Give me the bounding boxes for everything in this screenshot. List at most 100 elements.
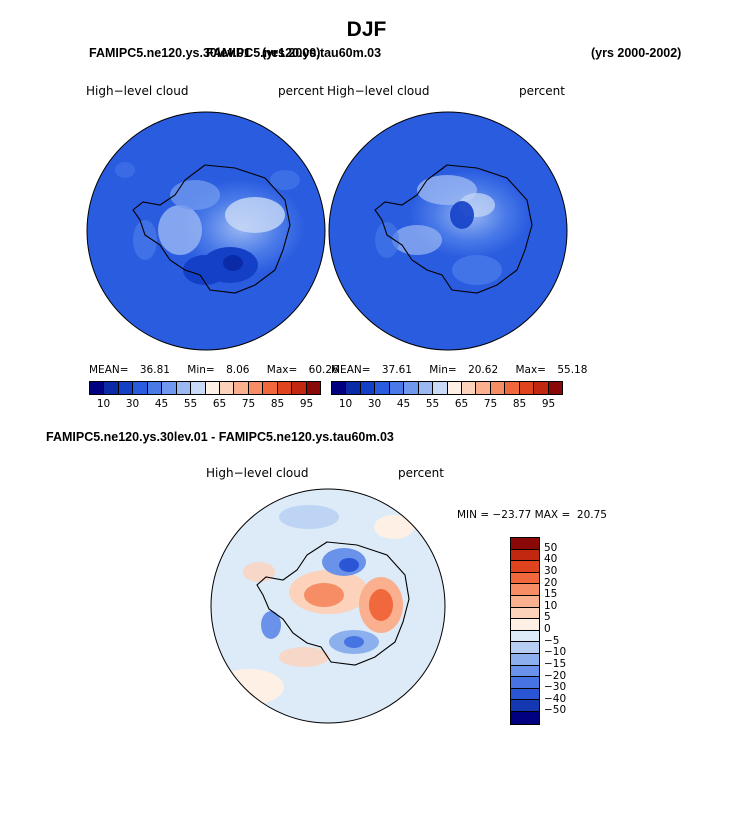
colorbar-swatch [519, 382, 535, 394]
colorbar-tick-label: 15 [544, 588, 558, 601]
panel1-colorbar: 10 30 45 55 65 75 85 95 [89, 381, 321, 410]
colorbar-tick-label: 45 [154, 398, 169, 410]
colorbar-swatch [360, 382, 376, 394]
colorbar-swatch [511, 653, 539, 666]
colorbar-swatch [511, 619, 539, 631]
colorbar-swatch [447, 382, 462, 394]
colorbar-tick-labels: 10 30 45 55 65 75 85 95 [331, 395, 563, 410]
colorbar-swatch [534, 382, 549, 394]
colorbar-tick-label: 75 [241, 398, 256, 410]
colorbar-swatch [511, 561, 539, 573]
colorbar-swatch [511, 677, 539, 689]
diff-minmax: MIN = −23.77 MAX = 20.75 [457, 509, 607, 521]
years-left: (yrs 2000) [262, 46, 321, 60]
min-value: 8.06 [226, 364, 250, 376]
diff-colorbar [510, 537, 540, 725]
mean-value: 36.81 [139, 364, 170, 376]
diff-field-label: High−level cloud [206, 466, 309, 480]
min-label: Min= [429, 364, 457, 376]
colorbar-tick-label: 10 [544, 599, 558, 612]
colorbar-tick-label: 30 [125, 398, 140, 410]
panel1-stats: MEAN= 36.81 Min= 8.06 Max= 60.26 [89, 364, 339, 376]
min-value: 20.62 [468, 364, 499, 376]
panel2-stats: MEAN= 37.61 Min= 20.62 Max= 55.18 [331, 364, 587, 376]
colorbar-swatch [389, 382, 405, 394]
colorbar-tick-label: 10 [338, 398, 353, 410]
colorbar-swatch [133, 382, 148, 394]
colorbar-swatches [331, 381, 563, 395]
mean-label: MEAN= [89, 364, 129, 376]
colorbar-swatch [511, 688, 539, 701]
diff-colorbar-tick-labels: 50 40 30 20 15 10 5 0 −5 −10 −15 −20 −30 −40 −50 [544, 537, 574, 723]
colorbar-tick-label: 65 [454, 398, 469, 410]
colorbar-swatch [277, 382, 293, 394]
mean-label: MEAN= [331, 364, 371, 376]
colorbar-swatch [332, 382, 347, 394]
colorbar-tick-label: 65 [212, 398, 227, 410]
colorbar-tick-label: −20 [544, 669, 567, 682]
colorbar-tick-label: 75 [483, 398, 498, 410]
colorbar-swatch [118, 382, 134, 394]
colorbar-swatch [511, 665, 539, 678]
colorbar-tick-label: 0 [544, 623, 551, 635]
colorbar-tick-label: 5 [544, 611, 551, 624]
colorbar-tick-label: 30 [367, 398, 382, 410]
colorbar-swatch [162, 382, 177, 394]
colorbar-tick-label: 85 [270, 398, 285, 410]
colorbar-tick-label: 85 [512, 398, 527, 410]
colorbar-tick-label: −15 [544, 657, 567, 670]
colorbar-tick-labels: 10 30 45 55 65 75 85 95 [89, 395, 321, 410]
colorbar-swatch [205, 382, 220, 394]
colorbar-swatch [476, 382, 491, 394]
colorbar-swatch [234, 382, 249, 394]
colorbar-tick-label: −10 [544, 646, 567, 659]
colorbar-tick-label: −50 [544, 704, 567, 717]
colorbar-tick-label: 55 [425, 398, 440, 410]
colorbar-swatch [292, 382, 307, 394]
case-title-overlap: FAMIPC5.ne120.ys.tau60m.03 [206, 46, 382, 60]
colorbar-swatch [511, 700, 539, 712]
colorbar-swatch [191, 382, 206, 394]
colorbar-swatch [511, 549, 539, 562]
panel1-units-label: percent [278, 84, 324, 98]
diff-polar-map [210, 488, 446, 724]
colorbar-tick-label: 40 [544, 553, 558, 566]
colorbar-swatch [404, 382, 419, 394]
colorbar-tick-label: −40 [544, 692, 567, 705]
colorbar-swatch [511, 572, 539, 585]
colorbar-tick-label: 10 [96, 398, 111, 410]
colorbar-swatch [548, 382, 562, 394]
panel2-colorbar: 10 30 45 55 65 75 85 95 [331, 381, 563, 410]
colorbar-swatch [505, 382, 520, 394]
colorbar-swatch [248, 382, 264, 394]
main-title: DJF [346, 18, 387, 41]
case-title-left: FAMIPC5.ne120.ys.30lev.01 [89, 46, 251, 60]
colorbar-swatch [461, 382, 477, 394]
colorbar-swatch [346, 382, 361, 394]
colorbar-swatch [104, 382, 119, 394]
colorbar-swatch [306, 382, 320, 394]
colorbar-swatch [511, 607, 539, 620]
colorbar-swatch [511, 595, 539, 608]
max-value: 55.18 [557, 364, 588, 376]
diff-title: FAMIPC5.ne120.ys.30lev.01 - FAMIPC5.ne12… [46, 430, 394, 444]
max-label: Max= [515, 364, 546, 376]
colorbar-swatch [433, 382, 448, 394]
max-label: Max= [266, 364, 298, 376]
colorbar-swatch [375, 382, 390, 394]
colorbar-swatch [90, 382, 105, 394]
colorbar-swatch [511, 711, 539, 724]
years-right: (yrs 2000-2002) [591, 46, 682, 60]
colorbar-swatch [263, 382, 278, 394]
colorbar-tick-label: 30 [544, 564, 558, 577]
colorbar-swatches [89, 381, 321, 395]
panel2-units-label: percent [519, 84, 565, 98]
colorbar-tick-label: 20 [544, 576, 558, 589]
colorbar-swatch [176, 382, 192, 394]
colorbar-tick-label: −30 [544, 681, 567, 694]
colorbar-swatch [511, 630, 539, 643]
colorbar-swatch [511, 584, 539, 596]
panel1-field-label: High−level cloud [86, 84, 189, 98]
colorbar-swatch [147, 382, 163, 394]
min-label: Min= [187, 364, 215, 376]
